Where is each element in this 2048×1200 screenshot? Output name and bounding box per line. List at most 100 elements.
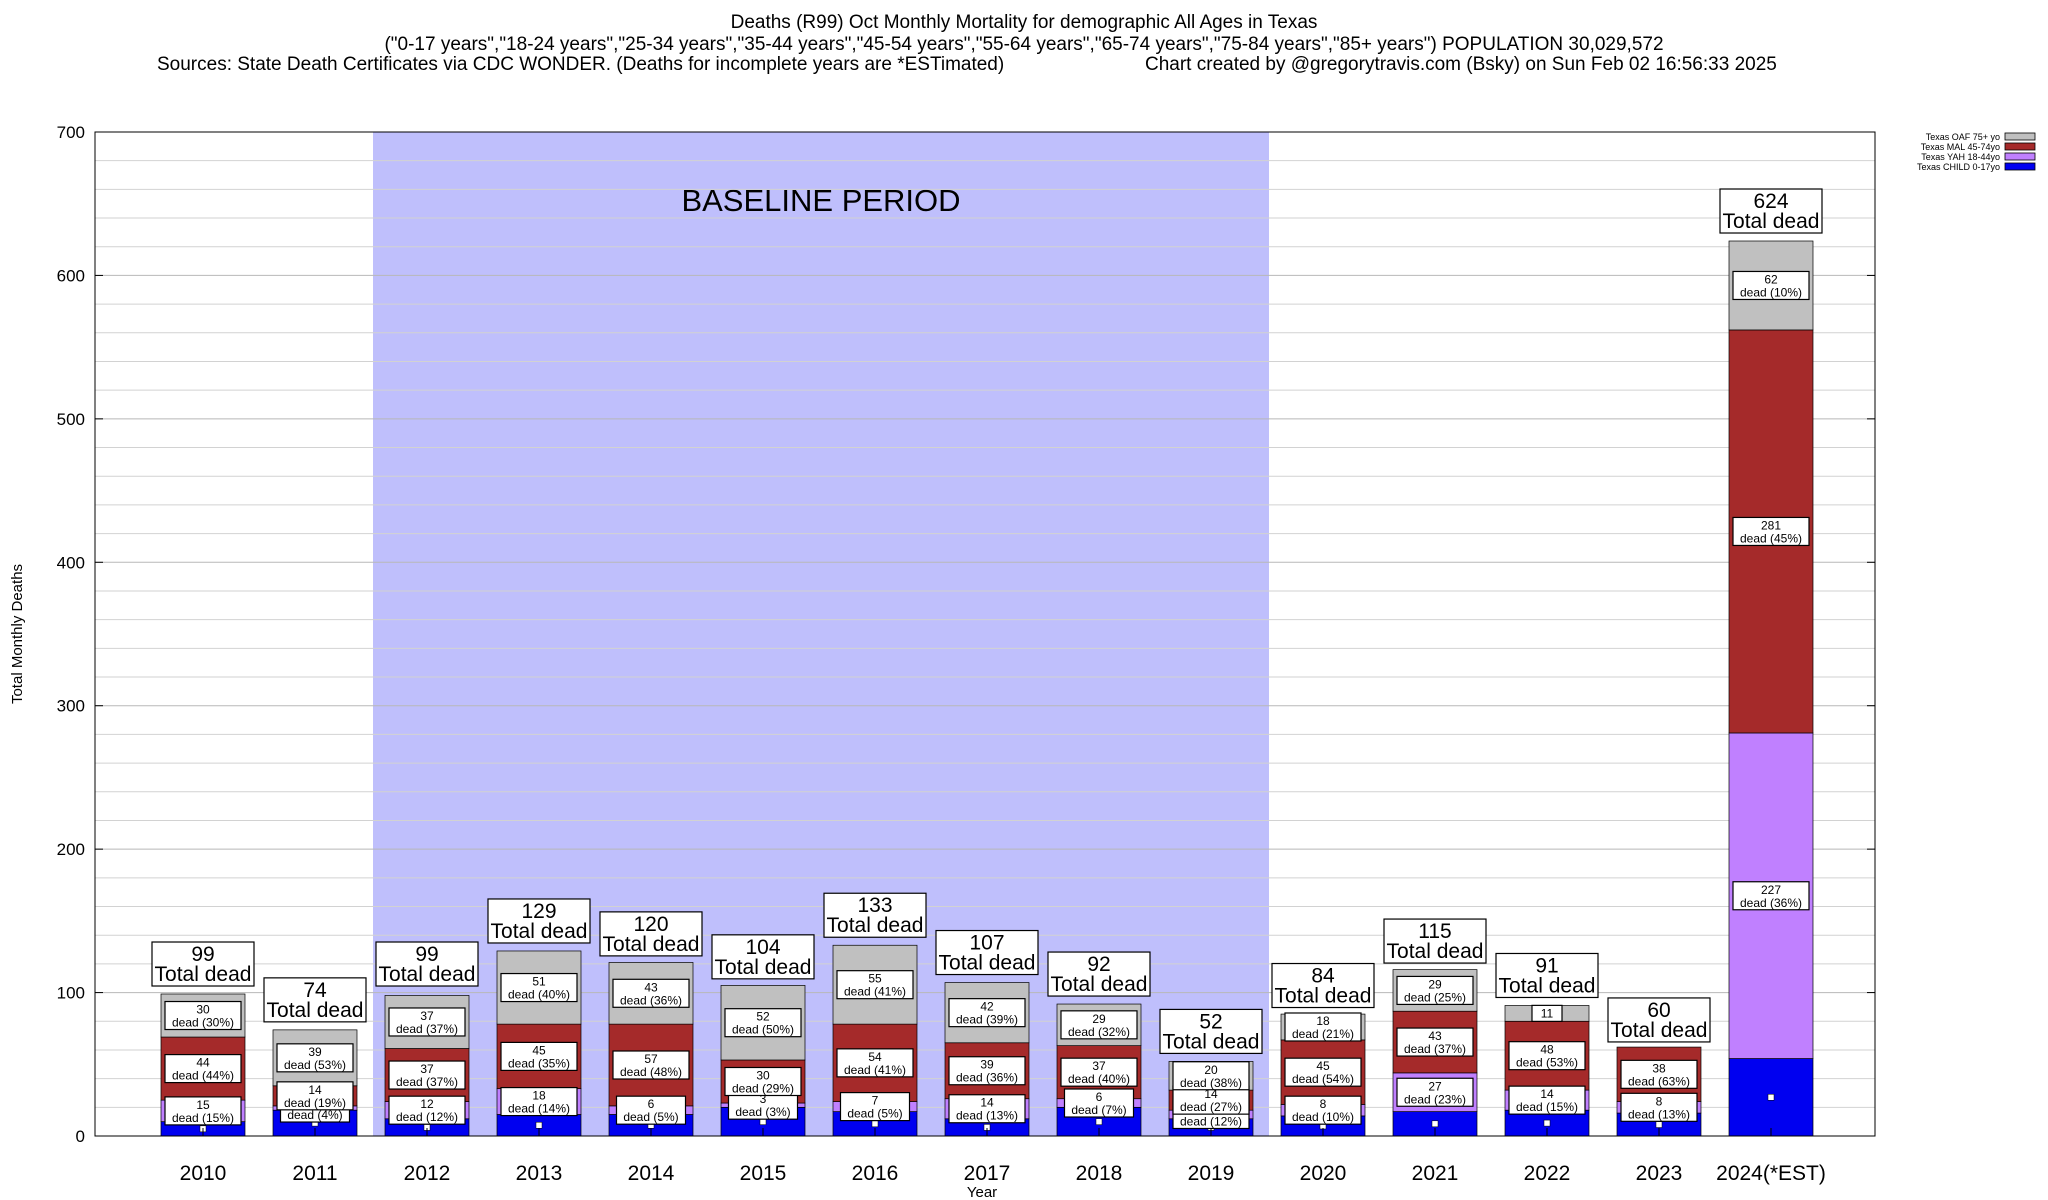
total-value-label: 74 [303, 979, 327, 1002]
total-caption-label: Total dead [1051, 973, 1148, 996]
segment-label-box [948, 998, 1026, 1028]
segment-percent-label: dead (19%) [284, 1096, 346, 1110]
child-marker [535, 1121, 543, 1129]
legend-label: Texas CHILD 0-17yo [1917, 162, 2000, 172]
segment-percent-label: dead (36%) [1740, 896, 1802, 910]
x-tick-label: 2022 [1524, 1162, 1571, 1185]
segment-label-box [615, 1095, 687, 1125]
segment-label-box [1063, 1088, 1135, 1118]
total-value-label: 91 [1535, 954, 1558, 977]
segment-percent-label: dead (15%) [172, 1111, 234, 1125]
segment-percent-label: dead (21%) [1292, 1027, 1354, 1041]
y-tick-label: 0 [76, 1127, 85, 1146]
total-caption-label: Total dead [1275, 985, 1372, 1008]
x-tick-label: 2014 [628, 1162, 675, 1185]
segment-percent-label: dead (48%) [620, 1065, 682, 1079]
segment-value-label: 51 [532, 975, 546, 989]
segment-percent-label: dead (40%) [1068, 1072, 1130, 1086]
segment-value-label: 227 [1761, 883, 1781, 897]
segment-percent-label: dead (41%) [844, 1063, 906, 1077]
segment-percent-label: dead (13%) [956, 1109, 1018, 1123]
segment-value-label: 48 [1540, 1043, 1554, 1057]
legend-swatch [2004, 132, 2036, 141]
total-label-box [711, 934, 815, 980]
total-caption-label: Total dead [827, 914, 924, 937]
segment-percent-label: dead (15%) [1516, 1100, 1578, 1114]
segment-percent-label: dead (38%) [1180, 1076, 1242, 1090]
y-tick-label: 400 [57, 553, 85, 572]
child-marker [1767, 1094, 1775, 1101]
segment-label-box [500, 1086, 578, 1117]
plot-frame [94, 131, 1876, 1137]
segment-value-label: 62 [1764, 272, 1778, 286]
segment-percent-label: dead (54%) [1292, 1072, 1354, 1086]
segment-value-label: 18 [1316, 1014, 1330, 1028]
segment-label-box [164, 1053, 242, 1084]
segment-percent-label: dead (50%) [732, 1023, 794, 1037]
segment-label-box [839, 1091, 911, 1122]
segment-value-label: 18 [532, 1089, 546, 1103]
segment-percent-label: dead (5%) [623, 1110, 678, 1124]
y-tick-label: 200 [57, 840, 85, 859]
total-caption-label: Total dead [379, 963, 476, 986]
segment-label-box [1396, 975, 1474, 1006]
segment-label-box [164, 1096, 242, 1126]
segment-value-label: 15 [196, 1098, 210, 1112]
total-value-label: 92 [1087, 953, 1110, 976]
segment-percent-label: dead (10%) [1292, 1110, 1354, 1124]
x-axis-label: Year [967, 1184, 997, 1200]
segment-label-box [724, 1066, 802, 1097]
segment-value-label: 37 [420, 1062, 434, 1076]
chart-credit: Chart created by @gregorytravis.com (Bsk… [1145, 54, 1777, 75]
y-axis-label: Total Monthly Deaths [9, 564, 26, 704]
segment-value-label: 45 [532, 1043, 546, 1057]
segment-value-label: 57 [644, 1052, 658, 1066]
total-label-box [1047, 951, 1151, 997]
segment-percent-label: dead (53%) [1516, 1056, 1578, 1070]
segment-label-box [1732, 516, 1810, 547]
segment-label-box [1620, 1059, 1698, 1089]
total-caption-label: Total dead [1387, 940, 1484, 963]
segment-label-box [388, 1060, 466, 1090]
total-label-box [1271, 962, 1375, 1009]
segment-value-label: 38 [1652, 1061, 1666, 1075]
segment-label-box [612, 978, 690, 1008]
segment-label-box [1732, 270, 1810, 301]
total-label-box [1159, 1008, 1263, 1055]
segment-value-label: 43 [644, 980, 658, 994]
y-tick-label: 100 [57, 984, 85, 1003]
segment-percent-label: dead (44%) [172, 1069, 234, 1083]
y-tick-label: 600 [57, 266, 85, 285]
x-tick-label: 2016 [852, 1162, 899, 1185]
segment-value-label: 11 [1541, 1006, 1554, 1020]
segment-label-box [1284, 1095, 1362, 1125]
segment-percent-label: dead (36%) [620, 993, 682, 1007]
segment-value-label: 29 [1428, 977, 1442, 991]
chart-title: Deaths (R99) Oct Monthly Mortality for d… [730, 12, 1318, 33]
total-label-box [375, 941, 479, 987]
segment-label-box [724, 1008, 802, 1038]
segment-label-box [1284, 1057, 1362, 1087]
segment-value-label: 39 [308, 1045, 322, 1059]
baseline-period-label: BASELINE PERIOD [681, 183, 960, 218]
x-tick-label: 2024(*EST) [1716, 1162, 1826, 1185]
segment-value-label: 55 [868, 972, 882, 986]
segment-label-box [948, 1094, 1026, 1124]
segment-value-label: 27 [1428, 1079, 1442, 1093]
x-tick-label: 2023 [1636, 1162, 1683, 1185]
segment-percent-label: dead (13%) [1628, 1107, 1690, 1121]
segment-value-label: 45 [1316, 1059, 1330, 1073]
segment-percent-label: dead (37%) [396, 1022, 458, 1036]
total-caption-label: Total dead [603, 933, 700, 956]
segment-label-box [1060, 1057, 1138, 1087]
segment-value-label: 37 [1092, 1059, 1106, 1073]
total-caption-label: Total dead [491, 920, 588, 943]
total-value-label: 104 [745, 936, 780, 959]
total-label-box [151, 941, 255, 987]
total-value-label: 99 [415, 943, 438, 966]
total-value-label: 52 [1199, 1010, 1222, 1033]
segment-label-box [1508, 1085, 1586, 1115]
segment-value-label: 43 [1428, 1029, 1442, 1043]
chart-subtitle: ("0-17 years","18-24 years","25-34 years… [384, 34, 1664, 55]
